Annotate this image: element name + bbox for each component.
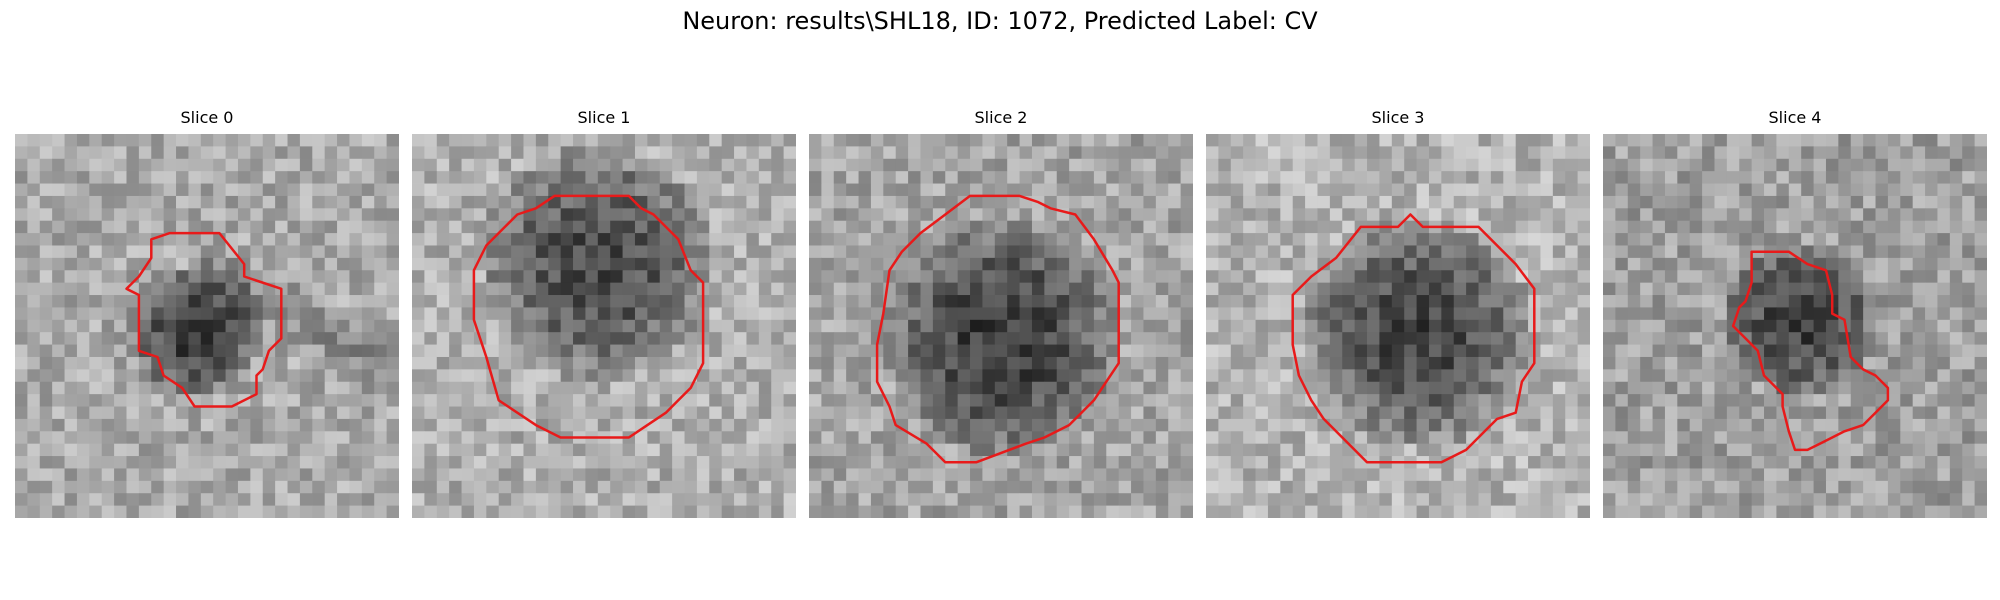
pixel-grid [1603, 134, 1987, 518]
panel-slice-1: Slice 1 [412, 108, 796, 518]
roi-contour [472, 194, 705, 439]
panel-slice-2: Slice 2 [809, 108, 1193, 518]
roi-contour [875, 194, 1120, 464]
panel-title: Slice 3 [1371, 108, 1425, 127]
slice-image [809, 134, 1193, 518]
slice-image [15, 134, 399, 518]
panel-slice-4: Slice 4 [1603, 108, 1987, 518]
slice-image [1603, 134, 1987, 518]
roi-contour [125, 231, 283, 408]
pixel-grid [1206, 134, 1590, 518]
pixel-grid [809, 134, 1193, 518]
pixel-grid [15, 134, 399, 518]
slice-image [412, 134, 796, 518]
slice-image [1206, 134, 1590, 518]
pixel-grid [412, 134, 796, 518]
roi-contour [1731, 250, 1890, 452]
panel-title: Slice 4 [1768, 108, 1822, 127]
panel-title: Slice 2 [974, 108, 1028, 127]
panel-title: Slice 0 [180, 108, 234, 127]
panel-slice-3: Slice 3 [1206, 108, 1590, 518]
panel-slice-0: Slice 0 [15, 108, 399, 518]
panel-title: Slice 1 [577, 108, 631, 127]
figure-title: Neuron: results\SHL18, ID: 1072, Predict… [682, 7, 1318, 35]
roi-contour [1291, 213, 1536, 464]
